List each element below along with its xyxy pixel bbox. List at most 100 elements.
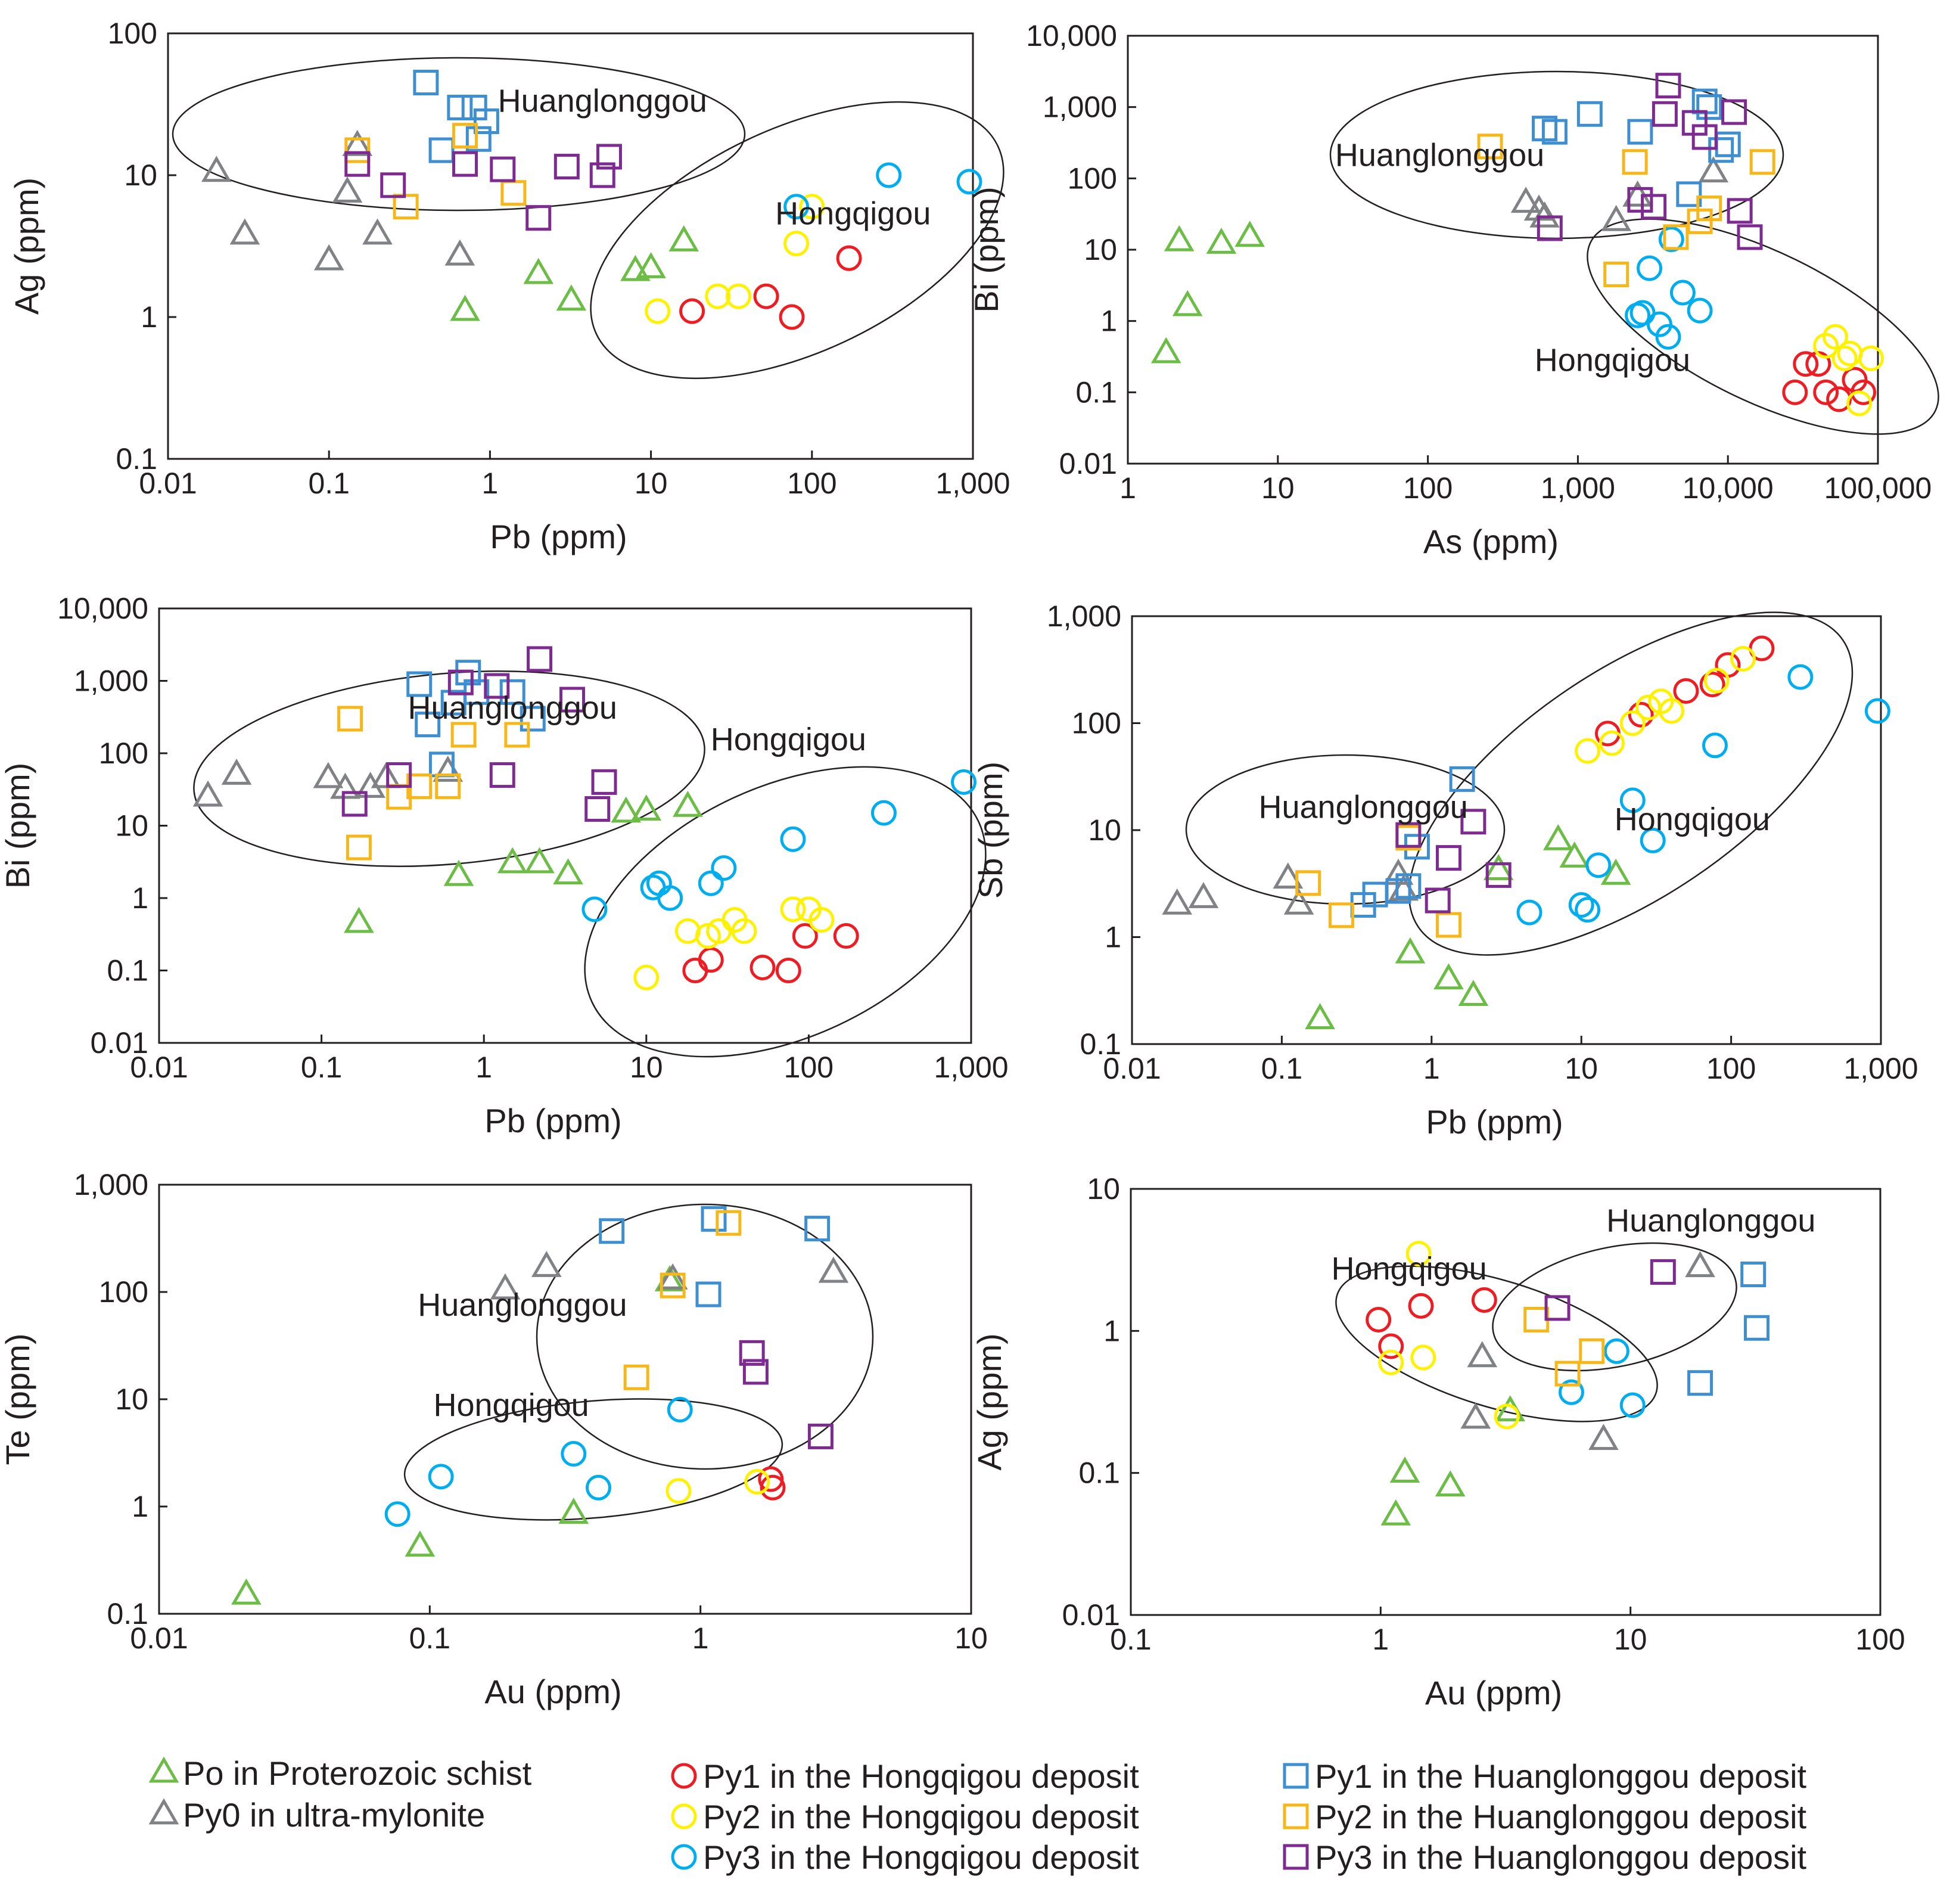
x-tick-label: 10 [635, 467, 668, 500]
x-axis-label: As (ppm) [1423, 523, 1559, 560]
data-point-po-schist [631, 794, 662, 821]
data-point-py0-mylonite [313, 762, 344, 788]
data-point-hl-py1 [415, 712, 441, 738]
legend-marker-hl-py2 [1283, 1803, 1309, 1830]
data-point-hl-py1 [599, 1218, 625, 1244]
data-point-hl-py3 [1435, 845, 1461, 871]
data-point-hq-py2 [1405, 1241, 1432, 1267]
data-point-po-schist [558, 1498, 589, 1524]
x-tick-label: 0.01 [139, 467, 197, 500]
y-tick-label: 10,000 [1026, 19, 1117, 52]
data-point-py0-mylonite [1588, 1424, 1619, 1450]
data-point-po-schist [1234, 220, 1265, 247]
y-tick-label: 10 [1084, 233, 1117, 266]
x-tick-label: 10 [1565, 1052, 1598, 1085]
data-point-hl-py3 [380, 172, 406, 198]
x-tick-label: 1 [692, 1622, 709, 1655]
y-tick-label: 10,000 [57, 592, 148, 625]
data-point-hq-py1 [1826, 386, 1852, 412]
x-tick-label: 1 [1372, 1623, 1389, 1656]
data-point-hq-py3 [711, 855, 737, 881]
data-point-hq-py1 [750, 954, 776, 980]
data-point-py0-mylonite [332, 176, 363, 203]
data-point-po-schist [553, 858, 583, 885]
data-point-hl-py1 [1740, 1261, 1767, 1287]
data-point-hl-py1 [428, 137, 455, 163]
y-tick-label: 10 [1088, 813, 1121, 847]
group-outline [403, 1398, 783, 1521]
data-point-hl-py2 [1295, 870, 1321, 896]
data-point-hq-py3 [1575, 897, 1601, 923]
data-point-hl-py1 [1395, 873, 1422, 899]
data-point-po-schist [556, 284, 587, 311]
data-point-hl-py1 [1541, 119, 1568, 145]
legend-label: Py3 in the Huanglonggou deposit [1315, 1838, 1807, 1876]
data-point-hq-py3 [783, 194, 810, 220]
y-tick-label: 0.1 [1078, 1456, 1120, 1490]
y-tick-label: 100 [99, 737, 148, 770]
data-point-po-schist [654, 1265, 685, 1291]
data-point-po-schist [524, 847, 555, 874]
data-point-py0-mylonite [1698, 156, 1729, 183]
data-point-po-schist [231, 1578, 262, 1605]
legend-label: Py1 in the Huanglonggou deposit [1315, 1757, 1807, 1795]
data-point-hq-py3 [870, 800, 897, 826]
legend-marker-hl-py3 [1283, 1844, 1309, 1870]
data-point-po-schist [344, 906, 374, 933]
data-point-py0-mylonite [444, 239, 475, 266]
data-point-hl-py3 [1395, 822, 1422, 848]
group-label: Hongqigou [711, 722, 866, 757]
data-point-hl-py3 [452, 151, 478, 177]
group-label: Huanglonggou [1259, 790, 1468, 825]
data-point-hq-py2 [1619, 710, 1646, 736]
data-point-hl-py1 [1708, 137, 1734, 163]
data-point-hq-py2 [783, 231, 810, 257]
data-point-hq-py3 [1669, 279, 1696, 306]
group-outline [1185, 754, 1506, 905]
legend-marker-hl-py1 [1283, 1763, 1309, 1789]
data-point-hq-py1 [1851, 379, 1877, 405]
data-point-hq-py1 [1782, 379, 1808, 405]
data-point-po-schist [1559, 841, 1590, 868]
data-point-hq-py2 [1378, 1349, 1404, 1375]
data-point-hq-py2 [1494, 1403, 1520, 1430]
y-tick-label: 1,000 [1047, 600, 1121, 633]
data-point-hq-py2 [744, 1469, 770, 1495]
group-outline [172, 57, 746, 212]
data-point-hq-py3 [646, 870, 672, 896]
data-point-hq-py1 [1715, 652, 1741, 678]
data-point-hq-py2 [731, 918, 757, 944]
data-point-py0-mylonite [201, 156, 232, 182]
data-point-hq-py3 [1655, 324, 1681, 350]
x-tick-label: 0.1 [1261, 1052, 1303, 1085]
data-point-py0-mylonite [1510, 187, 1541, 213]
data-point-hl-py2 [1696, 195, 1722, 222]
data-point-po-schist [1543, 824, 1573, 850]
data-point-hl-py2 [1622, 149, 1648, 175]
x-tick-label: 100 [787, 467, 836, 500]
x-tick-label: 1,000 [935, 467, 1010, 500]
data-point-po-schist [1433, 963, 1464, 990]
data-point-po-schist [1458, 980, 1489, 1007]
data-point-hq-py3 [561, 1441, 587, 1467]
data-point-hl-py2 [1328, 902, 1354, 928]
x-tick-label: 1 [1119, 471, 1136, 505]
data-point-hq-py3 [1702, 732, 1728, 759]
data-point-py0-mylonite [342, 129, 373, 156]
data-point-hq-py1 [1673, 678, 1699, 704]
data-point-hl-py1 [1687, 1370, 1713, 1396]
data-point-hq-py1 [679, 298, 705, 324]
data-point-hq-py2 [1837, 340, 1863, 366]
x-tick-label: 0.01 [130, 1622, 188, 1655]
y-tick-label: 1,000 [74, 1168, 148, 1201]
data-point-hq-py2 [1813, 333, 1839, 359]
data-point-hq-py2 [1599, 730, 1625, 756]
data-point-py0-mylonite [490, 1273, 521, 1300]
data-point-hq-py1 [760, 1474, 786, 1501]
x-tick-label: 100 [1706, 1052, 1756, 1085]
x-tick-label: 0.1 [308, 467, 350, 500]
data-point-hl-py2 [660, 1272, 686, 1299]
data-point-py0-mylonite [371, 762, 402, 788]
data-point-po-schist [1206, 227, 1237, 254]
data-point-hq-py3 [1864, 698, 1890, 724]
